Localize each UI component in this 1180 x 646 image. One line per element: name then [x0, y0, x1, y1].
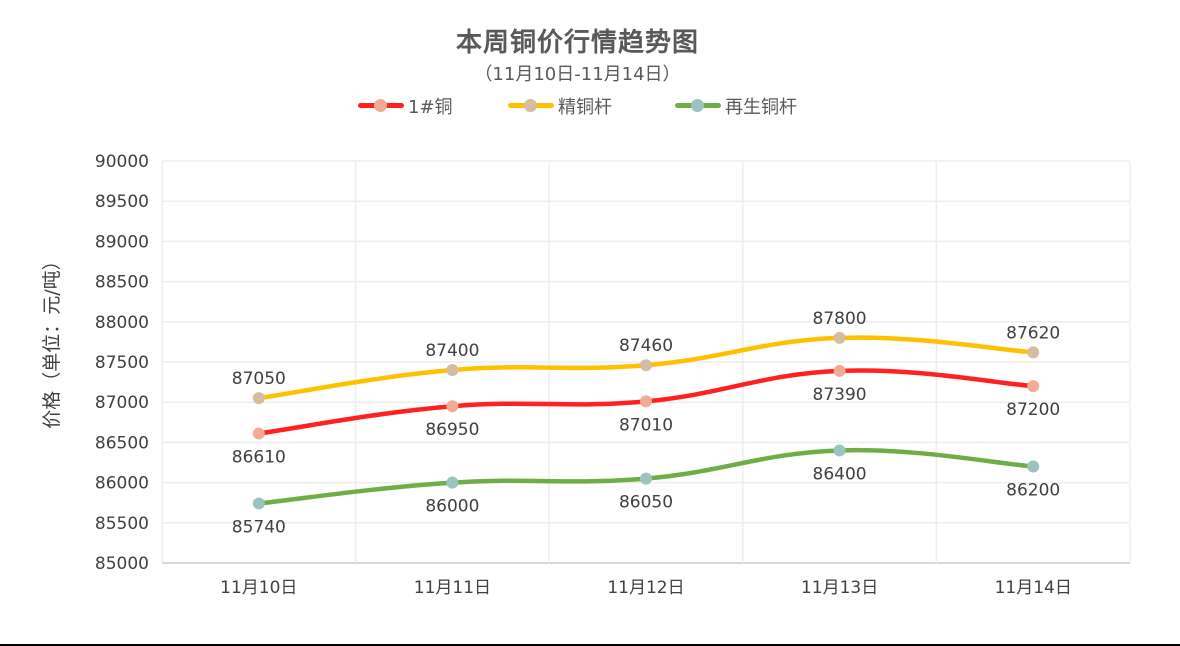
data-point-marker[interactable]: [640, 395, 652, 408]
x-tick-label: 11月13日: [801, 578, 878, 598]
legend-item-copper-1[interactable]: 1#铜: [358, 93, 453, 119]
data-label: 86610: [232, 448, 286, 468]
legend-line-marker-icon: [508, 93, 554, 119]
data-label: 87010: [619, 415, 673, 435]
y-tick-label: 88500: [95, 273, 149, 293]
data-point-marker[interactable]: [252, 392, 265, 405]
data-label: 86200: [1006, 481, 1060, 501]
y-tick-label: 87500: [95, 353, 149, 373]
y-tick-label: 89000: [95, 232, 149, 252]
data-label: 87400: [425, 341, 479, 361]
data-label: 87050: [232, 369, 286, 389]
data-point-marker[interactable]: [833, 331, 846, 344]
legend-item-recycled-copper-rod[interactable]: 再生铜杆: [675, 93, 797, 119]
y-tick-label: 87000: [95, 393, 149, 413]
data-label: 87390: [813, 385, 867, 405]
data-point-marker[interactable]: [446, 400, 459, 413]
data-point-marker[interactable]: [1027, 346, 1040, 359]
data-label: 87620: [1006, 323, 1060, 343]
legend-line-marker-icon: [358, 93, 404, 119]
data-point-marker[interactable]: [1027, 460, 1040, 473]
data-point-marker[interactable]: [1027, 380, 1040, 393]
y-tick-label: 85500: [95, 514, 149, 534]
data-label: 86400: [813, 464, 867, 484]
x-tick-label: 11月10日: [220, 578, 297, 598]
chart-title: 本周铜价行情趋势图: [455, 28, 699, 58]
chart-subtitle: （11月10日-11月14日）: [474, 64, 681, 85]
data-point-marker[interactable]: [446, 364, 459, 377]
y-tick-label: 86500: [95, 433, 149, 453]
data-point-marker[interactable]: [252, 427, 265, 440]
data-point-marker[interactable]: [640, 359, 652, 372]
y-tick-label: 89500: [95, 192, 149, 212]
data-label: 86950: [425, 420, 479, 440]
data-point-marker[interactable]: [833, 364, 846, 377]
chart-legend: 1#铜 精铜杆 再生铜杆: [0, 93, 1180, 119]
y-tick-label: 88000: [95, 313, 149, 333]
legend-item-copper-rod[interactable]: 精铜杆: [508, 93, 612, 119]
data-label: 86050: [619, 493, 673, 513]
data-point-marker[interactable]: [833, 444, 846, 457]
x-tick-label: 11月14日: [995, 578, 1072, 598]
data-point-marker[interactable]: [252, 497, 265, 510]
legend-label: 再生铜杆: [725, 97, 797, 118]
data-label: 87800: [813, 309, 867, 329]
data-point-marker[interactable]: [640, 472, 652, 485]
x-tick-label: 11月11日: [414, 578, 491, 598]
x-tick-label: 11月12日: [607, 578, 684, 598]
data-label: 86000: [425, 497, 479, 517]
legend-label: 1#铜: [408, 97, 453, 118]
legend-label: 精铜杆: [558, 97, 612, 118]
data-label: 85740: [232, 518, 286, 538]
data-point-marker[interactable]: [446, 476, 459, 489]
data-label: 87200: [1006, 400, 1060, 420]
y-tick-label: 85000: [95, 554, 149, 574]
bottom-divider: [0, 644, 1180, 646]
y-tick-label: 90000: [95, 152, 149, 172]
data-label: 87460: [619, 336, 673, 356]
y-tick-label: 86000: [95, 474, 149, 494]
y-axis-title: 价格（单位：元/吨）: [41, 251, 63, 428]
legend-line-marker-icon: [675, 93, 721, 119]
